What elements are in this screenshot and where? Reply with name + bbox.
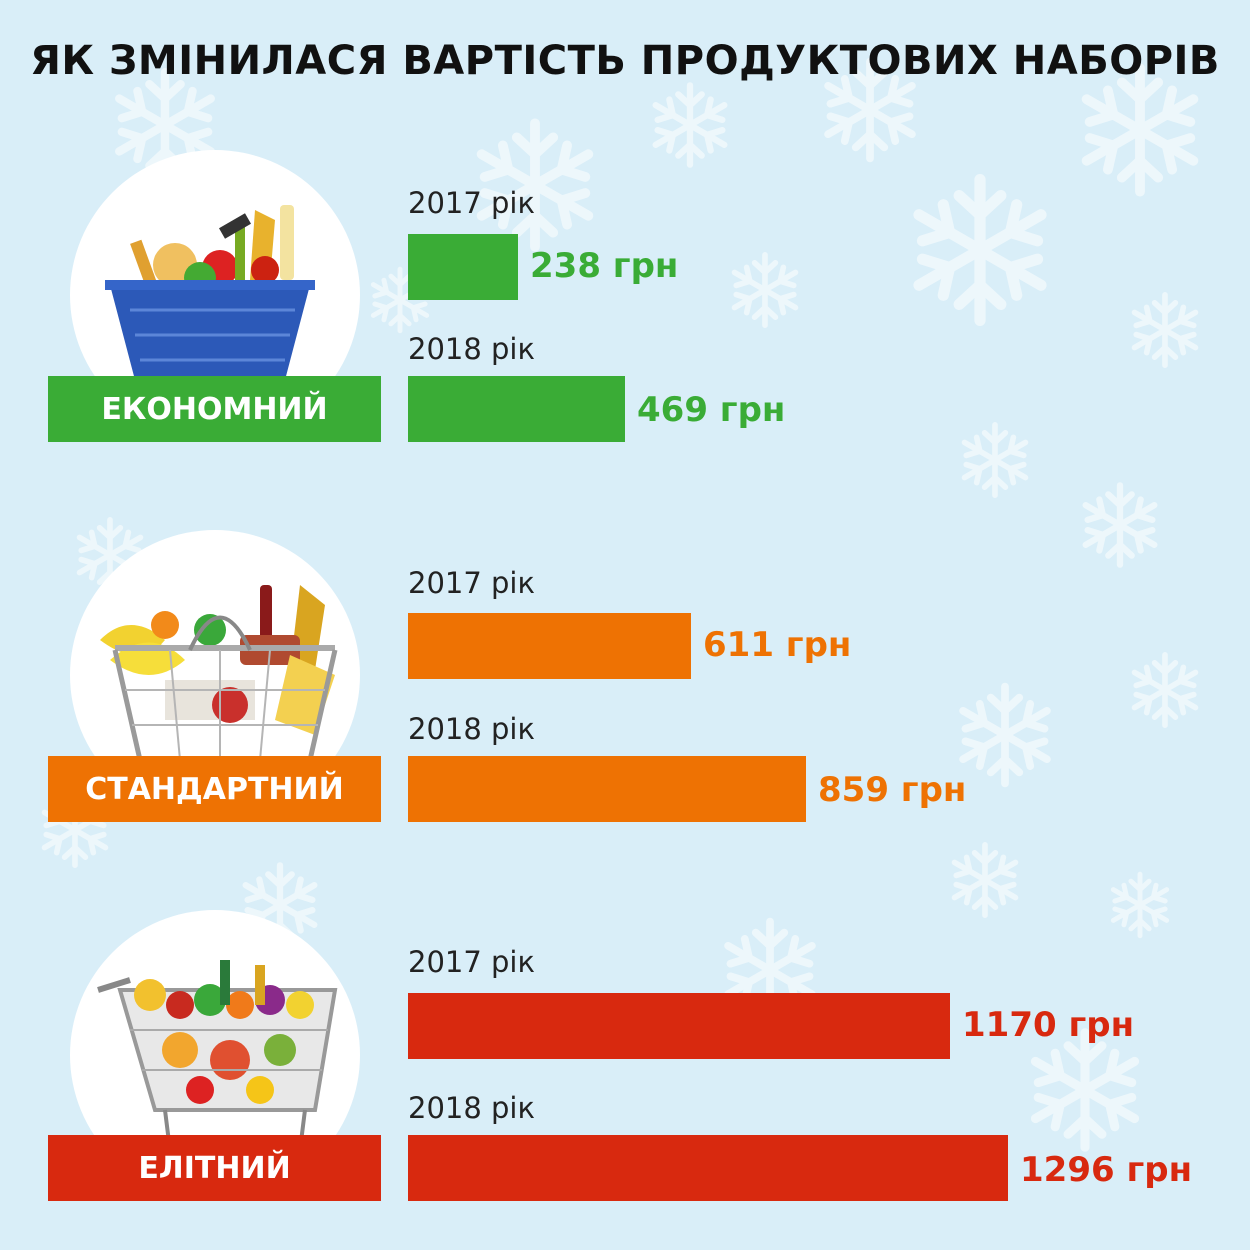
group-label-elite: ЕЛІТНИЙ: [48, 1135, 381, 1201]
value-label-elite-2017: 1170 грн: [962, 1005, 1135, 1045]
snowflake-icon: [959, 682, 1051, 788]
year-label-standard-2017: 2017 рік: [408, 566, 536, 600]
bar-standard-2018: [408, 756, 806, 822]
snowflake-icon: [1082, 482, 1158, 568]
snowflake-icon: [913, 174, 1047, 326]
snowflake-icon: [1131, 292, 1199, 368]
bar-elite-2017: [408, 993, 950, 1059]
snowflake-icon: [951, 842, 1019, 918]
value-label-standard-2017: 611 грн: [703, 625, 852, 665]
year-label-standard-2018: 2018 рік: [408, 712, 536, 746]
bar-economy-2017: [408, 234, 518, 300]
snowflake-icon: [1030, 1028, 1140, 1152]
snowflake-icon: [115, 68, 215, 182]
year-label-elite-2017: 2017 рік: [408, 945, 536, 979]
bar-economy-2018: [408, 376, 625, 442]
group-label-standard: СТАНДАРТНИЙ: [48, 756, 381, 822]
bar-standard-2017: [408, 613, 691, 679]
chart-title: ЯК ЗМІНИЛАСЯ ВАРТІСТЬ ПРОДУКТОВИХ НАБОРІ…: [30, 38, 1220, 84]
value-label-economy-2018: 469 грн: [637, 390, 786, 430]
snowflake-icon: [824, 57, 916, 163]
year-label-elite-2018: 2018 рік: [408, 1091, 536, 1125]
snowflake-icon: [1131, 652, 1199, 728]
year-label-economy-2018: 2018 рік: [408, 332, 536, 366]
snowflake-icon: [731, 252, 799, 328]
snowflake-icon: [961, 422, 1029, 498]
value-label-elite-2018: 1296 грн: [1020, 1150, 1193, 1190]
value-label-standard-2018: 859 грн: [818, 770, 967, 810]
snowflake-icon: [1110, 871, 1170, 939]
snowflake-icon: [370, 266, 430, 334]
snowflake-icon: [476, 118, 594, 252]
group-label-economy: ЕКОНОМНИЙ: [48, 376, 381, 442]
bar-elite-2018: [408, 1135, 1008, 1201]
snowflake-icon: [652, 82, 728, 168]
value-label-economy-2017: 238 грн: [530, 246, 679, 286]
snowflake-icon: [1081, 63, 1199, 197]
year-label-economy-2017: 2017 рік: [408, 186, 536, 220]
